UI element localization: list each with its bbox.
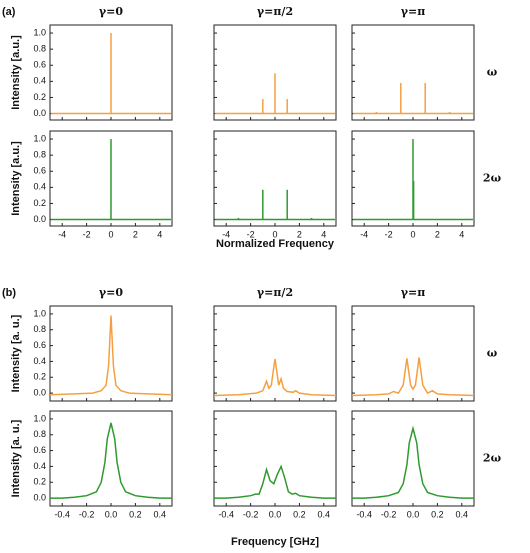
y-tick-label: 0.4 xyxy=(33,461,46,471)
panel-label: (b) xyxy=(2,287,16,299)
y-tick-label: 0.0 xyxy=(33,387,46,397)
y-tick-label: 0.6 xyxy=(33,340,46,350)
x-tick-label: 2 xyxy=(297,229,302,239)
y-tick-label: 0.2 xyxy=(33,477,46,487)
y-tick-label: 0.0 xyxy=(33,108,46,118)
x-tick-label: -4 xyxy=(58,229,66,239)
y-tick-label: 1.0 xyxy=(33,308,46,318)
spectrum-line xyxy=(49,315,173,396)
x-tick-label: 4 xyxy=(459,229,464,239)
y-tick-label: 0.0 xyxy=(33,214,46,224)
x-tick-label: 0.0 xyxy=(269,509,282,519)
y-tick-label: 0.6 xyxy=(33,445,46,455)
x-axis-label: Frequency [GHz] xyxy=(231,536,319,548)
y-tick-label: 0.2 xyxy=(33,198,46,208)
y-tick-label: 0.8 xyxy=(33,150,46,160)
column-title: γ=0 xyxy=(99,5,123,18)
y-axis-label: Intensity [a. u.] xyxy=(10,314,22,392)
row-label: ω xyxy=(487,66,498,79)
axes-frame xyxy=(213,410,337,507)
axes-frame xyxy=(213,305,337,402)
y-tick-label: 0.4 xyxy=(33,76,46,86)
spectrum-line xyxy=(213,358,337,397)
row-label: 2ω xyxy=(483,452,502,465)
x-tick-label: -0.4 xyxy=(218,509,234,519)
x-tick-label: 0.2 xyxy=(431,509,444,519)
y-tick-label: 0.6 xyxy=(33,60,46,70)
y-axis-label: Intensity [a.u.] xyxy=(10,141,22,216)
x-tick-label: 0.0 xyxy=(105,509,118,519)
x-axis-label: Normalized Frequency xyxy=(216,238,335,250)
y-tick-label: 0.6 xyxy=(33,166,46,176)
spectrum-line xyxy=(352,425,474,499)
x-tick-label: -4 xyxy=(360,229,368,239)
column-title: γ=π xyxy=(401,5,426,18)
axes-frame xyxy=(213,130,337,227)
x-tick-label: 0.2 xyxy=(129,509,142,519)
panel-label: (a) xyxy=(2,6,16,18)
column-title: γ=0 xyxy=(99,286,123,299)
spectrum-line xyxy=(351,357,475,397)
column-title: γ=π xyxy=(401,286,426,299)
y-tick-label: 0.2 xyxy=(33,372,46,382)
column-title: γ=π/2 xyxy=(257,5,293,18)
x-tick-label: -2 xyxy=(83,229,91,239)
y-axis-label: Intensity [a. u.] xyxy=(10,419,22,497)
x-tick-label: 0 xyxy=(272,229,277,239)
y-tick-label: 0.8 xyxy=(33,44,46,54)
row-label: 2ω xyxy=(483,172,502,185)
y-tick-label: 1.0 xyxy=(33,133,46,143)
y-tick-label: 1.0 xyxy=(33,27,46,37)
x-tick-label: 0 xyxy=(410,229,415,239)
x-tick-label: -0.2 xyxy=(243,509,259,519)
x-tick-label: -0.2 xyxy=(79,509,95,519)
x-tick-label: 2 xyxy=(435,229,440,239)
y-tick-label: 0.8 xyxy=(33,324,46,334)
y-axis-label: Intensity [a.u.] xyxy=(10,35,22,110)
x-tick-label: 0.4 xyxy=(154,509,167,519)
x-tick-label: 0 xyxy=(108,229,113,239)
axes-frame xyxy=(351,24,475,121)
x-tick-label: -0.4 xyxy=(54,509,70,519)
row-label: ω xyxy=(487,347,498,360)
x-tick-label: -2 xyxy=(385,229,393,239)
x-tick-label: 0.4 xyxy=(456,509,469,519)
column-title: γ=π/2 xyxy=(257,286,293,299)
x-tick-label: 0.0 xyxy=(407,509,420,519)
y-tick-label: 0.8 xyxy=(33,429,46,439)
y-tick-label: 0.4 xyxy=(33,182,46,192)
x-tick-label: 0.4 xyxy=(318,509,331,519)
x-tick-label: 4 xyxy=(321,229,326,239)
spectrum-line xyxy=(50,422,172,499)
x-tick-label: 4 xyxy=(157,229,162,239)
x-tick-label: -0.4 xyxy=(356,509,372,519)
y-tick-label: 1.0 xyxy=(33,413,46,423)
x-tick-label: -0.2 xyxy=(381,509,397,519)
x-tick-label: 2 xyxy=(133,229,138,239)
y-tick-label: 0.4 xyxy=(33,356,46,366)
x-tick-label: 0.2 xyxy=(293,509,306,519)
axes-frame xyxy=(351,305,475,402)
axes-frame xyxy=(351,410,475,507)
y-tick-label: 0.2 xyxy=(33,92,46,102)
spectrum-line xyxy=(214,464,336,499)
y-tick-label: 0.0 xyxy=(33,492,46,502)
x-tick-label: -4 xyxy=(222,229,230,239)
x-tick-label: -2 xyxy=(247,229,255,239)
